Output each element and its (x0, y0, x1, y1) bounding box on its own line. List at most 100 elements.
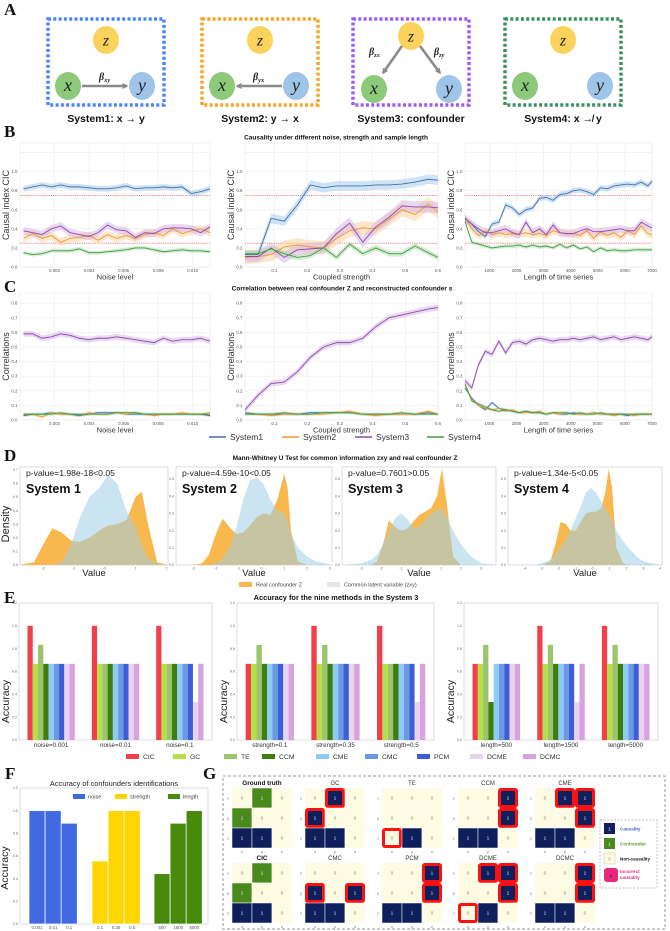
row-axis-label: x (530, 871, 532, 875)
cell-value: 1 (314, 816, 317, 822)
x-tick-label: 0.1 (97, 925, 104, 930)
bar-ccm (553, 663, 559, 740)
bar-chart-e1: noise=0.001 noise=0.01 noise=0.1 0.0 0.2 0.4 0… (0, 601, 213, 749)
cell-value: 0 (334, 891, 337, 897)
line-chart-c1: 0.0 0.1 0.2 0.3 0.4 0.5 0.6 0.7 0.8 0.002 0.004 0.0… (1, 292, 211, 435)
x-tick-label: 1000 (485, 421, 495, 426)
y-tick-label: 0.3 (501, 512, 506, 516)
cell-value: 1 (467, 836, 470, 842)
x-tick-label: -1 (399, 567, 402, 571)
beta-subscript: zy (438, 52, 445, 59)
y-axis-label: Density (0, 505, 12, 542)
legend-swatch (603, 852, 616, 865)
x-tick-label: -1 (237, 567, 240, 571)
matrix-cic: CIC 0 1 0 x 1 0 0 y 1 1 0 z x y z (227, 855, 293, 929)
bar-dcme (574, 701, 580, 740)
cell-value: 1 (507, 871, 510, 877)
bar-gc (161, 663, 167, 740)
matrix-title: Ground truth (242, 780, 281, 787)
node-x-label: x (63, 75, 72, 95)
cell-value: 1 (507, 891, 510, 897)
x-tick-label: 0 (104, 567, 106, 571)
confidence-band-system2 (23, 225, 211, 247)
column-axis-label: y (261, 850, 263, 854)
cell-value: 0 (354, 816, 357, 822)
cell-value: 1 (314, 836, 317, 842)
row-axis-label: x (227, 796, 229, 800)
cell-value: 0 (487, 796, 490, 802)
legend-item-system3: System3 (355, 432, 409, 442)
node-y-label: y (594, 75, 604, 95)
confidence-band-system1 (245, 174, 438, 260)
y-tick-label: 0.4 (13, 509, 18, 513)
x-tick-label: 500 (158, 925, 166, 930)
confidence-band-system3 (465, 333, 652, 391)
bar-te (166, 663, 172, 740)
bar-pcm (568, 663, 575, 740)
row-axis-label: y (453, 891, 455, 895)
series-line-system2 (245, 410, 439, 417)
node-y (436, 75, 462, 103)
cell-value: 0 (431, 911, 434, 917)
legend-item-strength: strength (115, 794, 150, 801)
confidence-band-system4 (245, 241, 438, 261)
bar-cic (472, 663, 478, 740)
bar-gc (382, 663, 388, 740)
column-axis-label: x (544, 850, 546, 854)
y-tick-label: 0.1 (236, 403, 243, 408)
y-tick-label: 0.4 (11, 359, 18, 364)
node-z (398, 22, 424, 50)
legend-swatch (224, 754, 237, 759)
matrix-title: CMC (328, 856, 342, 862)
legend-item-real-confounder-z: Real confounder Z (239, 582, 303, 589)
bar-dcmc (69, 663, 75, 740)
cell-value: 0 (487, 891, 490, 897)
matrix-gc: GC 0 1 0 x 1 0 0 y 1 1 0 z x y z (300, 781, 366, 854)
x-tick-label: 0.002 (49, 268, 61, 273)
matrix-cell-causality (308, 811, 322, 825)
bar-pcm (123, 663, 129, 740)
matrix-cell-causality (501, 811, 515, 825)
matrix-cell-none (421, 827, 443, 849)
bar-chart-f: 0.001 0.01 0.1 0.1 0.35 0.5 500 1500 5000 0.0 0.2 0… (0, 779, 209, 930)
cell-value: 0 (507, 836, 510, 842)
legend-swatch (73, 794, 85, 799)
cell-value: 0 (281, 836, 284, 842)
x-tick-label: 3 (642, 567, 644, 571)
plot-area (19, 292, 211, 421)
row-axis-label: x (377, 871, 379, 875)
cell-value: 1 (507, 796, 510, 802)
bar-gc (607, 663, 613, 740)
y-tick-label: 0.4 (456, 359, 463, 364)
x-tick-label: 1 (609, 567, 611, 571)
edge-label-beta-xy: βxy (98, 72, 110, 84)
legend-item-cmc: CMC (365, 754, 398, 761)
chart-title: Accuracy of confounders identifications (50, 779, 178, 788)
matrix-title: GC (331, 781, 341, 787)
legend-label: Non-causality (620, 857, 651, 862)
x-tick-label: -3 (540, 567, 543, 571)
legend-swatch (168, 794, 180, 799)
bar-cic (91, 625, 98, 740)
cell-value: 1 (487, 836, 490, 842)
legend-glyph: 0 (608, 857, 611, 863)
column-axis-label: y (564, 850, 566, 854)
bar-cic (537, 625, 543, 740)
y-tick-label: 0.4 (12, 693, 17, 697)
x-tick-label: -2 (557, 567, 560, 571)
x-tick-label: 0 (260, 567, 262, 571)
x-tick-label: 0.004 (84, 421, 96, 426)
y-tick-label: 0.8 (456, 301, 463, 306)
row-axis-label: y (300, 816, 302, 820)
bar-noise-0-01 (44, 810, 62, 925)
y-tick-label: 0.6 (13, 482, 18, 486)
y-tick-label: 1.0 (457, 624, 462, 628)
line-chart-b1: 0.0 0.2 0.4 0.6 0.8 1.0 0.002 0.004 0.006 0.008 0.… (1, 142, 211, 282)
y-tick-label: 0.5 (13, 495, 18, 499)
x-axis-label: Value (573, 568, 597, 579)
bar-length-5000 (185, 810, 203, 925)
x-tick-label: 0.35 (112, 925, 121, 930)
cell-value: 1 (314, 891, 317, 897)
legend-label: Incorrect (620, 869, 640, 874)
